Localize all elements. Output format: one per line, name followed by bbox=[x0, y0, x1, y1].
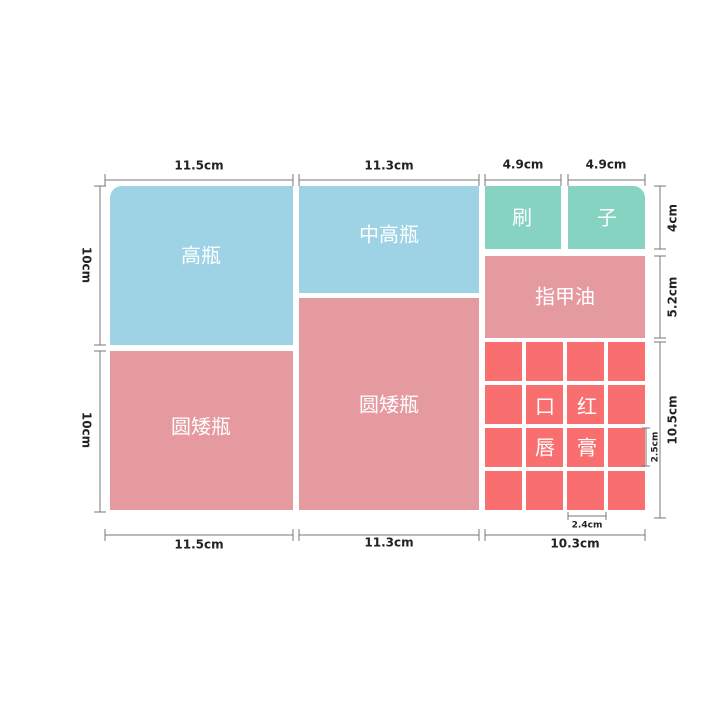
dim-label: 5.2cm bbox=[666, 277, 680, 318]
dimension-labels: 11.5cm 11.3cm 4.9cm 4.9cm 10cm 10cm 4cm … bbox=[80, 158, 680, 552]
lipstick-cell bbox=[567, 385, 604, 424]
dim-label: 11.3cm bbox=[364, 159, 413, 173]
dim-label: 2.5cm bbox=[651, 432, 661, 463]
dimension-lines bbox=[94, 174, 666, 541]
dim-label: 10cm bbox=[80, 412, 94, 448]
label: 口 bbox=[535, 395, 555, 419]
lipstick-cell bbox=[608, 471, 645, 510]
label: 高瓶 bbox=[181, 244, 221, 268]
lipstick-cell bbox=[485, 428, 522, 467]
lipstick-cell bbox=[485, 471, 522, 510]
dim-line bbox=[567, 427, 650, 520]
dim-label: 4.9cm bbox=[503, 158, 544, 172]
dim-line bbox=[104, 529, 646, 541]
dim-label: 11.5cm bbox=[174, 159, 223, 173]
dim-label: 10.5cm bbox=[666, 395, 680, 444]
label: 唇 bbox=[535, 436, 555, 460]
label: 圆矮瓶 bbox=[171, 415, 231, 439]
label: 膏 bbox=[577, 436, 597, 460]
label: 中高瓶 bbox=[359, 223, 419, 247]
compartment bbox=[110, 351, 293, 510]
dim-label: 11.5cm bbox=[174, 538, 223, 552]
lipstick-cell bbox=[567, 428, 604, 467]
compartment bbox=[485, 186, 561, 249]
compartments bbox=[110, 186, 645, 510]
dim-label: 10.3cm bbox=[550, 537, 599, 551]
dim-line bbox=[94, 185, 106, 513]
label: 红 bbox=[577, 395, 597, 419]
lipstick-cell bbox=[485, 342, 522, 381]
dim-line bbox=[654, 185, 666, 519]
lipstick-cell bbox=[608, 385, 645, 424]
dim-label: 10cm bbox=[80, 247, 94, 283]
labels: 高瓶 中高瓶 刷 子 指甲油 圆矮瓶 圆矮瓶 口 红 唇 膏 bbox=[171, 206, 617, 460]
lipstick-cell bbox=[485, 385, 522, 424]
dim-label: 2.4cm bbox=[572, 521, 603, 531]
compartment bbox=[568, 186, 645, 249]
label: 指甲油 bbox=[535, 285, 595, 309]
lipstick-grid bbox=[485, 342, 645, 510]
dim-label: 4cm bbox=[666, 204, 680, 232]
lipstick-cell bbox=[526, 428, 563, 467]
lipstick-cell bbox=[526, 471, 563, 510]
compartment bbox=[485, 256, 645, 338]
lipstick-cell bbox=[608, 428, 645, 467]
lipstick-cell bbox=[567, 342, 604, 381]
dim-label: 4.9cm bbox=[586, 158, 627, 172]
lipstick-cell bbox=[526, 342, 563, 381]
label: 圆矮瓶 bbox=[359, 393, 419, 417]
compartment bbox=[299, 186, 479, 293]
lipstick-cell bbox=[608, 342, 645, 381]
lipstick-cell bbox=[567, 471, 604, 510]
dim-label: 11.3cm bbox=[364, 536, 413, 550]
dim-line bbox=[104, 174, 646, 186]
label: 刷 bbox=[512, 206, 532, 230]
compartment bbox=[299, 298, 479, 510]
compartment bbox=[110, 186, 293, 345]
lipstick-cell bbox=[526, 385, 563, 424]
label: 子 bbox=[597, 206, 617, 230]
